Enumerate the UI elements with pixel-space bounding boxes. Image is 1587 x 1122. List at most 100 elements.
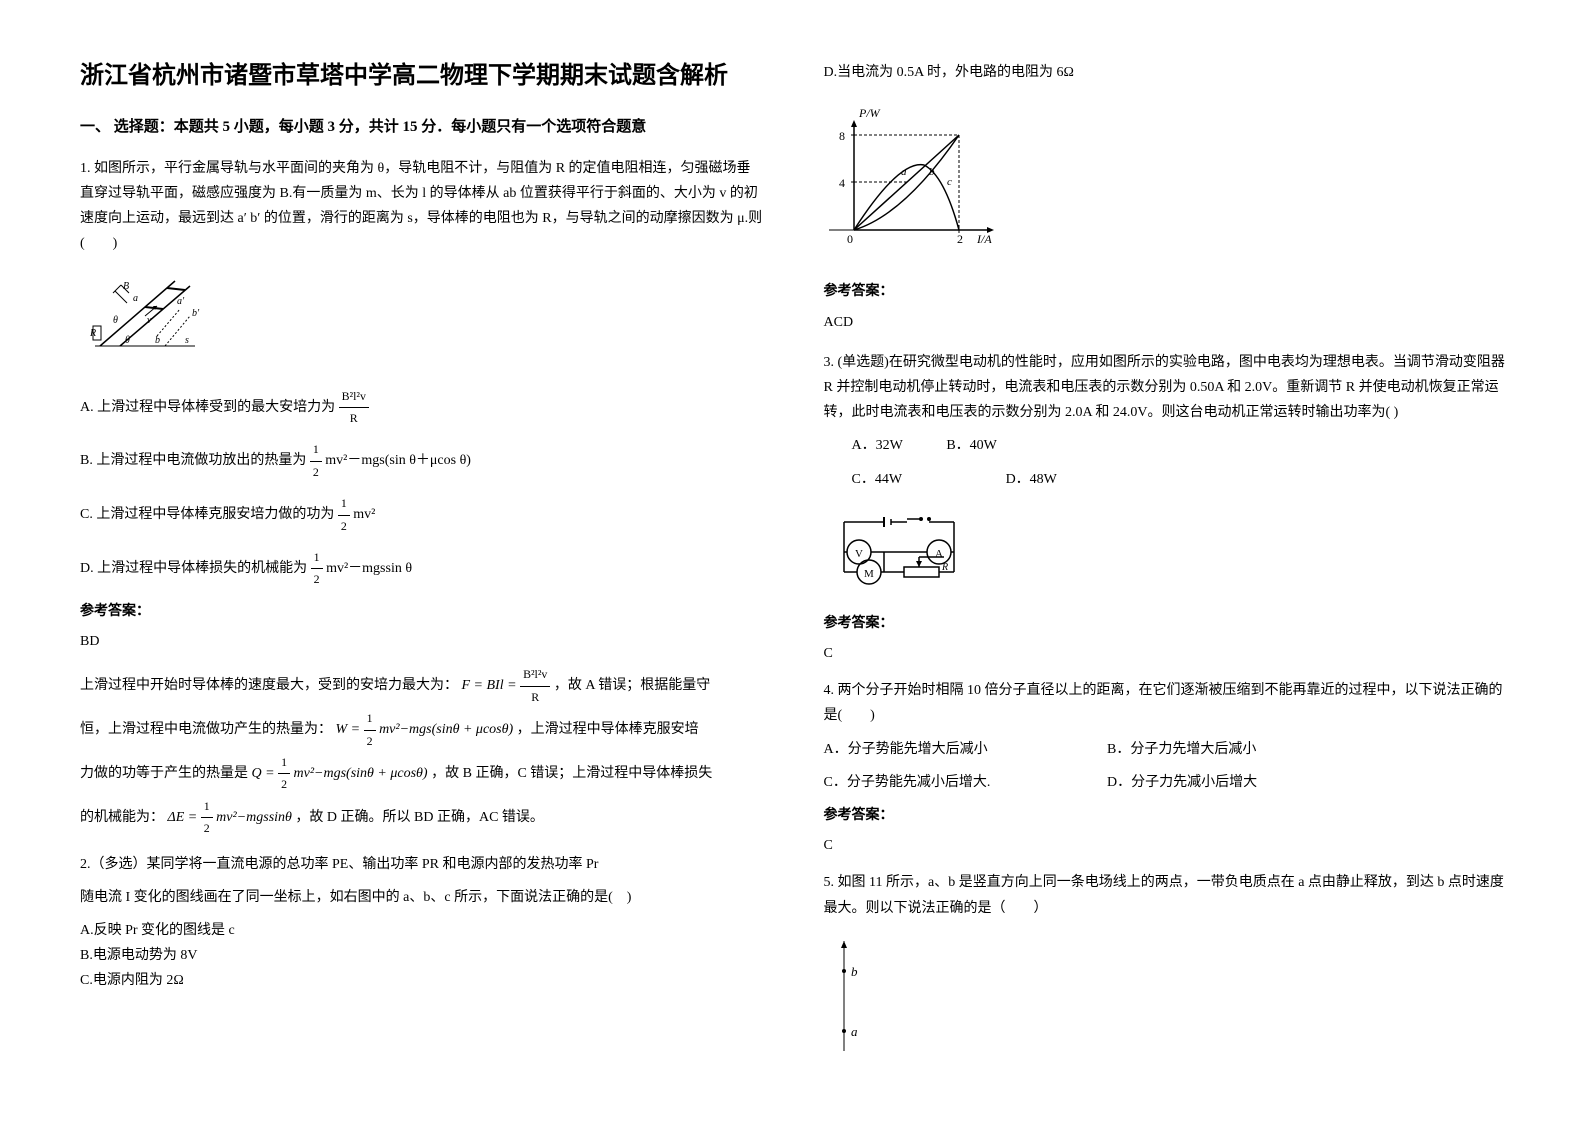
q2-optA: A.反映 Pr 变化的图线是 c (80, 918, 764, 943)
question-3: 3. (单选题)在研究微型电动机的性能时，应用如图所示的实验电路，图中电表均为理… (824, 350, 1508, 667)
q1-optC-num: 1 (338, 493, 350, 515)
q3-optC: C．44W (852, 467, 903, 492)
section-header: 一、 选择题：本题共 5 小题，每小题 3 分，共计 15 分．每小题只有一个选… (80, 114, 764, 141)
q2-text2: 随电流 I 变化的图线画在了同一坐标上，如右图中的 a、b、c 所示，下面说法正… (80, 885, 764, 910)
q3-answer: C (824, 641, 1508, 666)
q1-exp3-post1: mv²−mgs(sinθ + μcosθ) (294, 766, 428, 781)
q5-label-a: a (851, 1024, 858, 1039)
q1-text: 1. 如图所示，平行金属导轨与水平面间的夹角为 θ，导轨电阻不计，与阻值为 R … (80, 156, 764, 257)
q1-optB-num: 1 (310, 439, 322, 461)
q2-chart: P/W 8 4 0 2 I/A a b c (824, 100, 1508, 269)
question-4: 4. 两个分子开始时相隔 10 倍分子直径以上的距离，在它们逐渐被压缩到不能再靠… (824, 678, 1508, 858)
q2-chart-ylabel: P/W (858, 106, 881, 120)
q1-exp1-post: ，故 A 错误；根据能量守 (554, 678, 710, 693)
q1-exp2-w: W = (336, 722, 361, 737)
q1-exp4-num: 1 (201, 796, 213, 818)
q1-exp3: 力做的功等于产生的热量是 Q = 12 mv²−mgs(sinθ + μcosθ… (80, 752, 764, 796)
q1-exp4-post1: mv²−mgssinθ (216, 810, 292, 825)
q1-exp1-f: F = BIl = (462, 678, 517, 693)
q4-text: 4. 两个分子开始时相隔 10 倍分子直径以上的距离，在它们逐渐被压缩到不能再靠… (824, 678, 1508, 728)
q3-text: 3. (单选题)在研究微型电动机的性能时，应用如图所示的实验电路，图中电表均为理… (824, 350, 1508, 426)
q1-optA-den: R (339, 408, 369, 429)
svg-text:A: A (935, 548, 943, 560)
svg-text:0: 0 (847, 232, 853, 246)
q1-exp2-den: 2 (364, 731, 376, 752)
q1-exp1-den: R (520, 687, 550, 708)
q1-exp4: 的机械能为： ΔE = 12 mv²−mgssinθ ，故 D 正确。所以 BD… (80, 796, 764, 840)
q4-answer-label: 参考答案： (824, 803, 1508, 828)
page-title: 浙江省杭州市诸暨市草塔中学高二物理下学期期末试题含解析 (80, 60, 764, 94)
q1-exp2-post1: mv²−mgs(sinθ + μcosθ) (379, 722, 513, 737)
q1-optB-den: 2 (310, 462, 322, 483)
q1-exp1-pre: 上滑过程中开始时导体棒的速度最大，受到的安培力最大为： (80, 678, 458, 693)
q4-optC: C．分子势能先减小后增大. (824, 770, 1064, 795)
q2-answer-label: 参考答案： (824, 279, 1508, 304)
svg-text:I/A: I/A (976, 232, 992, 246)
svg-text:θ: θ (125, 335, 130, 346)
svg-text:c: c (947, 176, 952, 188)
q4-answer: C (824, 833, 1508, 858)
q1-exp3-num: 1 (278, 752, 290, 774)
q1-optC: C. 上滑过程中导体棒克服安培力做的功为 12 mv² (80, 493, 764, 537)
q1-optD-post: mv²－mgssin θ (326, 561, 412, 576)
question-2: 2.（多选）某同学将一直流电源的总功率 PE、输出功率 PR 和电源内部的发热功… (80, 852, 764, 994)
q2-optD: D.当电流为 0.5A 时，外电路的电阻为 6Ω (824, 60, 1508, 85)
q1-optA: A. 上滑过程中导体棒受到的最大安培力为 B²l²vR (80, 386, 764, 430)
q1-optD-pre: D. 上滑过程中导体棒损失的机械能为 (80, 561, 307, 576)
q5-diagram: b a (824, 931, 1508, 1070)
q1-optD-den: 2 (311, 569, 323, 590)
q4-optB: B．分子力先增大后减小 (1107, 737, 1256, 762)
q3-optB: B．40W (946, 433, 997, 458)
question-1: 1. 如图所示，平行金属导轨与水平面间的夹角为 θ，导轨电阻不计，与阻值为 R … (80, 156, 764, 840)
q2-optC: C.电源内阻为 2Ω (80, 968, 764, 993)
svg-text:2: 2 (957, 232, 963, 246)
q1-exp3-q: Q = (252, 766, 275, 781)
q1-exp2-num: 1 (364, 708, 376, 730)
q3-optA: A．32W (852, 433, 903, 458)
q1-optD-num: 1 (311, 547, 323, 569)
left-column: 浙江省杭州市诸暨市草塔中学高二物理下学期期末试题含解析 一、 选择题：本题共 5… (80, 60, 764, 1062)
question-5: 5. 如图 11 所示，a、b 是竖直方向上同一条电场线上的两点，一带负电质点在… (824, 870, 1508, 1070)
q1-exp4-e: ΔE = (168, 810, 198, 825)
right-column: D.当电流为 0.5A 时，外电路的电阻为 6Ω P/W 8 4 0 2 I/A… (824, 60, 1508, 1062)
q5-text: 5. 如图 11 所示，a、b 是竖直方向上同一条电场线上的两点，一带负电质点在… (824, 870, 1508, 920)
q4-optA: A．分子势能先增大后减小 (824, 737, 1064, 762)
svg-text:M: M (864, 568, 874, 580)
q1-exp3-pre: 力做的功等于产生的热量是 (80, 766, 248, 781)
q1-answer: BD (80, 629, 764, 654)
q1-exp4-post2: ，故 D 正确。所以 BD 正确，AC 错误。 (295, 810, 544, 825)
svg-text:a': a' (177, 296, 185, 307)
q1-exp2-post2: ，上滑过程中导体棒克服安培 (517, 722, 699, 737)
q1-exp3-post2: ，故 B 正确，C 错误；上滑过程中导体棒损失 (431, 766, 712, 781)
q1-answer-label: 参考答案： (80, 599, 764, 624)
q1-exp4-pre: 的机械能为： (80, 810, 164, 825)
q1-optA-num: B²l²v (339, 386, 369, 408)
q3-optD: D．48W (1006, 467, 1057, 492)
q5-label-b: b (851, 964, 858, 979)
q1-exp2: 恒，上滑过程中电流做功产生的热量为： W = 12 mv²−mgs(sinθ +… (80, 708, 764, 752)
q2-answer: ACD (824, 310, 1508, 335)
q1-optB-post: mv²－mgs(sin θ＋μcos θ) (325, 454, 471, 469)
svg-text:a: a (133, 293, 138, 304)
q1-exp3-den: 2 (278, 774, 290, 795)
q1-optB-pre: B. 上滑过程中电流做功放出的热量为 (80, 454, 306, 469)
q1-exp2-pre: 恒，上滑过程中电流做功产生的热量为： (80, 722, 332, 737)
svg-text:4: 4 (839, 176, 845, 190)
q1-optB: B. 上滑过程中电流做功放出的热量为 12 mv²－mgs(sin θ＋μcos… (80, 439, 764, 483)
q3-circuit: A V M R (824, 502, 1508, 601)
q1-exp1-num: B²l²v (520, 664, 550, 686)
svg-text:b': b' (192, 308, 200, 319)
q2-text: 2.（多选）某同学将一直流电源的总功率 PE、输出功率 PR 和电源内部的发热功… (80, 852, 764, 877)
svg-text:θ: θ (113, 315, 118, 326)
q1-optC-pre: C. 上滑过程中导体棒克服安培力做的功为 (80, 507, 334, 522)
q1-optD: D. 上滑过程中导体棒损失的机械能为 12 mv²－mgssin θ (80, 547, 764, 591)
svg-text:8: 8 (839, 129, 845, 143)
q1-exp4-den: 2 (201, 818, 213, 839)
svg-text:s: s (185, 335, 189, 346)
q3-answer-label: 参考答案： (824, 611, 1508, 636)
svg-text:V: V (855, 548, 863, 560)
q1-exp1: 上滑过程中开始时导体棒的速度最大，受到的安培力最大为： F = BIl = B²… (80, 664, 764, 708)
q1-optA-pre: A. 上滑过程中导体棒受到的最大安培力为 (80, 400, 335, 415)
svg-text:v: v (147, 315, 152, 326)
q1-optC-den: 2 (338, 516, 350, 537)
